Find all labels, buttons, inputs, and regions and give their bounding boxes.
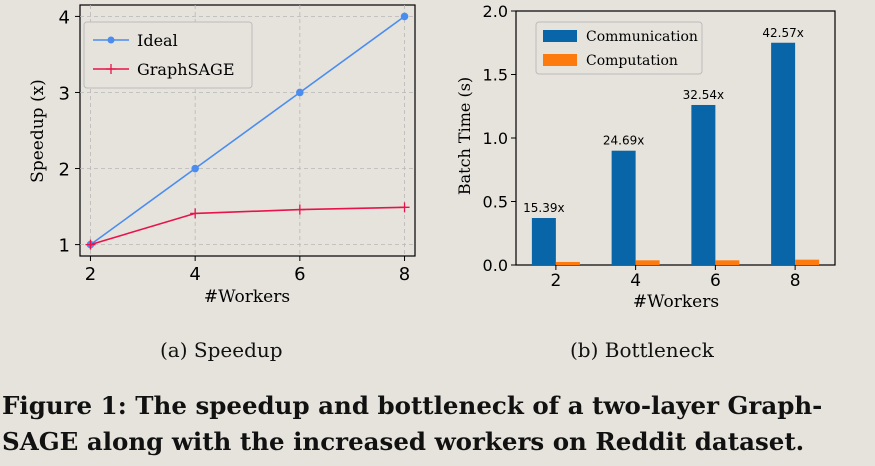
legend-communication-swatch (543, 30, 577, 42)
speedup-x-tick-label: 8 (399, 264, 410, 285)
bottleneck-y-axis-label: Batch Time (s) (455, 77, 474, 195)
ideal-line (89, 15, 406, 246)
legend-computation-label: Computation (586, 53, 678, 69)
computation-bar (715, 260, 740, 265)
speedup-x-tick-label: 6 (294, 264, 305, 285)
graphsage-line (90, 206, 405, 246)
speedup-x-tick-label: 2 (85, 264, 96, 285)
speedup-x-tick-label: 4 (189, 264, 200, 285)
graphsage-point (399, 202, 410, 213)
speedup-legend: Ideal GraphSAGE (83, 21, 253, 89)
ideal-point (296, 88, 304, 97)
figure-caption: Figure 1: The speedup and bottleneck of … (2, 388, 875, 460)
speedup-y-axis-label: Speedup (x) (28, 79, 48, 183)
figure-caption-line-2: SAGE along with the increased workers on… (2, 427, 805, 456)
speedup-x-axis-label: #Workers (204, 287, 290, 307)
legend-communication-label: Communication (586, 29, 698, 45)
communication-bar (771, 42, 796, 265)
speedup-y-tick-label: 2 (59, 160, 70, 181)
graphsage-point (294, 204, 305, 215)
legend-ideal-label: Ideal (137, 31, 178, 50)
legend-computation-swatch (543, 54, 577, 66)
bottleneck-y-tick-label: 0.5 (483, 193, 508, 212)
bar-annotation: 24.69x (603, 134, 644, 148)
bar-annotation: 15.39x (523, 201, 564, 215)
legend-graphsage-label: GraphSAGE (137, 60, 235, 79)
subcaption-bottleneck: (b) Bottleneck (570, 338, 714, 362)
ideal-point (191, 164, 199, 173)
bottleneck-y-tick-label: 1.5 (483, 66, 508, 85)
bottleneck-x-axis-label: #Workers (633, 292, 719, 312)
bottleneck-y-tick-label: 0.0 (483, 256, 508, 275)
speedup-y-tick-label: 4 (59, 7, 70, 28)
bottleneck-x-tick-label: 4 (630, 271, 641, 291)
bottleneck-y-tick-label: 2.0 (483, 2, 508, 21)
communication-bar (531, 218, 556, 265)
speedup-y-tick-label: 1 (59, 236, 70, 257)
computation-bar (635, 260, 660, 265)
bottleneck-legend: Communication Computation (535, 21, 703, 75)
bar-annotation: 32.54x (683, 88, 724, 102)
bottleneck-y-tick-label: 1.0 (483, 129, 508, 148)
computation-bar (555, 261, 580, 265)
bottleneck-x-tick-label: 6 (710, 271, 721, 291)
bar-annotation: 42.57x (762, 26, 803, 40)
graphsage-point (85, 239, 96, 250)
subcaption-speedup: (a) Speedup (160, 338, 283, 362)
communication-bar (691, 104, 716, 265)
bottleneck-x-tick-label: 2 (550, 271, 561, 291)
ideal-point (400, 12, 409, 21)
legend-graphsage-marker (106, 64, 116, 74)
communication-bar (611, 150, 636, 265)
figure-caption-line-1: Figure 1: The speedup and bottleneck of … (2, 391, 823, 420)
bottleneck-chart: 0.0 0.5 1.0 1.5 2.0 2 4 6 8 15.39x 24.69x 32.54x 42… (455, 2, 836, 312)
speedup-y-tick-label: 3 (59, 83, 70, 104)
bottleneck-x-tick-label: 8 (790, 271, 801, 291)
graphsage-point (190, 208, 201, 219)
legend-ideal-marker (107, 36, 115, 44)
computation-bar (795, 259, 820, 265)
